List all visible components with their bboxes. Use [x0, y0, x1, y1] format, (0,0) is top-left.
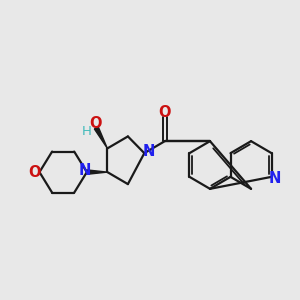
Text: N: N [268, 171, 281, 186]
Text: H: H [82, 124, 92, 138]
Text: O: O [90, 116, 102, 131]
Text: O: O [159, 105, 171, 120]
Polygon shape [94, 127, 107, 148]
Text: N: N [79, 163, 92, 178]
Text: O: O [28, 165, 40, 180]
Text: N: N [142, 144, 155, 159]
Polygon shape [87, 170, 107, 174]
